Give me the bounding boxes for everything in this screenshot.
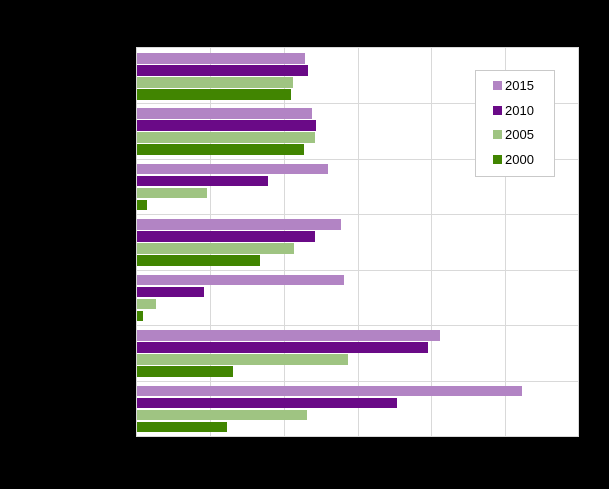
legend-entry-2005[interactable]: 2005 <box>493 128 550 141</box>
legend-entry-2000[interactable]: 2000 <box>493 153 550 166</box>
legend-entry-2010[interactable]: 2010 <box>493 104 550 117</box>
bar-2005 <box>137 243 295 254</box>
legend: 2015 2010 2005 2000 <box>475 70 555 177</box>
bar-2000 <box>137 199 148 211</box>
bar-2015 <box>137 274 345 286</box>
y-gridline <box>137 269 578 271</box>
bar-group <box>137 48 578 103</box>
bar-2010 <box>137 231 316 242</box>
bar-2010 <box>137 65 309 76</box>
bar-2010 <box>137 175 269 187</box>
bar-2010 <box>137 286 204 298</box>
bar-group <box>137 214 578 269</box>
bar-2010 <box>137 342 428 353</box>
bar-2000 <box>137 144 305 155</box>
bar-2005 <box>137 187 207 199</box>
legend-entry-2015[interactable]: 2015 <box>493 79 550 92</box>
legend-label-2010: 2010 <box>505 102 534 118</box>
x-gridline <box>504 48 506 436</box>
x-gridline <box>357 48 359 436</box>
y-gridline <box>137 380 578 382</box>
bar-2015 <box>137 53 306 64</box>
bar-2005 <box>137 298 156 310</box>
bar-2005 <box>137 409 308 421</box>
bar-2000 <box>137 366 233 377</box>
bar-2000 <box>137 255 260 266</box>
legend-swatch-2015-icon <box>493 81 502 90</box>
legend-label-2015: 2015 <box>505 78 534 93</box>
bar-2015 <box>137 330 441 341</box>
legend-swatch-2005-icon <box>493 130 502 140</box>
legend-swatch-2010-icon <box>493 105 502 115</box>
y-gridline <box>137 325 578 327</box>
x-gridline <box>210 48 212 436</box>
bar-2000 <box>137 310 144 322</box>
y-gridline <box>137 214 578 216</box>
bar-2005 <box>137 354 349 365</box>
bar-2010 <box>137 397 397 409</box>
bar-2015 <box>137 163 328 175</box>
bar-2000 <box>137 89 292 100</box>
bar-group <box>137 381 578 436</box>
y-gridline <box>137 158 578 160</box>
bar-2005 <box>137 132 316 143</box>
legend-label-2000: 2000 <box>505 151 534 167</box>
bar-group <box>137 103 578 158</box>
bar-group <box>137 325 578 380</box>
bar-2010 <box>137 120 317 131</box>
bar-2015 <box>137 108 313 119</box>
y-gridline <box>137 103 578 105</box>
x-gridline <box>283 48 285 436</box>
x-gridline <box>430 48 432 436</box>
bar-2000 <box>137 421 228 433</box>
legend-label-2005: 2005 <box>505 127 534 143</box>
bar-2015 <box>137 385 523 397</box>
bar-2005 <box>137 77 294 88</box>
bar-group <box>137 270 578 325</box>
bar-2015 <box>137 219 342 230</box>
bar-group <box>137 159 578 214</box>
legend-swatch-2000-icon <box>493 154 502 164</box>
